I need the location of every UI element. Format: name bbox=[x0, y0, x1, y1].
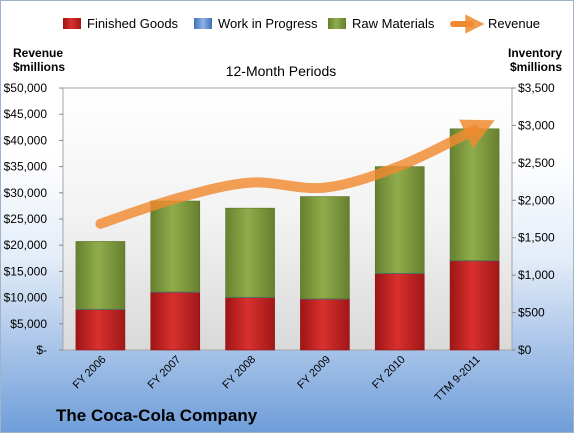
legend-label-work-in-progress: Work in Progress bbox=[218, 16, 318, 31]
legend: Finished Goods Work in Progress Raw Mate… bbox=[63, 16, 540, 31]
legend-swatch-raw-materials bbox=[328, 18, 346, 29]
right-tick-label: $3,000 bbox=[518, 118, 555, 132]
bar-raw-materials bbox=[450, 129, 499, 261]
bar-raw-materials bbox=[226, 208, 275, 297]
left-tick-label: $- bbox=[36, 343, 47, 357]
plot-area bbox=[63, 88, 512, 350]
left-tick-label: $25,000 bbox=[4, 212, 48, 226]
left-tick-label: $30,000 bbox=[4, 186, 48, 200]
legend-label-revenue: Revenue bbox=[488, 16, 540, 31]
left-axis-ticks: $- $5,000 $10,000 $15,000 $20,000 $25,000 $30,… bbox=[4, 81, 63, 357]
legend-label-raw-materials: Raw Materials bbox=[352, 16, 435, 31]
bar-finished-goods bbox=[375, 274, 424, 350]
left-tick-label: $45,000 bbox=[4, 107, 48, 121]
bar-raw-materials bbox=[375, 167, 424, 274]
bar-finished-goods bbox=[300, 299, 349, 350]
bar-raw-materials bbox=[300, 197, 349, 299]
chart-title: 12-Month Periods bbox=[226, 63, 337, 79]
bar-finished-goods bbox=[450, 261, 499, 350]
right-axis-title-line2: $millions bbox=[510, 60, 562, 74]
bar-raw-materials bbox=[76, 241, 125, 309]
right-axis-title-line1: Inventory bbox=[508, 46, 562, 60]
right-tick-label: $1,500 bbox=[518, 231, 555, 245]
left-tick-label: $20,000 bbox=[4, 238, 48, 252]
bar-finished-goods bbox=[76, 310, 125, 350]
x-tick-label: FY 2006 bbox=[71, 354, 109, 392]
bar-raw-materials bbox=[151, 201, 200, 292]
right-tick-label: $2,500 bbox=[518, 156, 555, 170]
legend-swatch-finished-goods bbox=[63, 18, 81, 29]
x-tick-label: FY 2010 bbox=[370, 354, 408, 392]
left-axis-title-line1: Revenue bbox=[13, 46, 63, 60]
left-tick-label: $40,000 bbox=[4, 133, 48, 147]
x-tick-label: TTM 9-2011 bbox=[432, 354, 482, 404]
bar-finished-goods bbox=[226, 298, 275, 350]
left-tick-label: $10,000 bbox=[4, 291, 48, 305]
right-tick-label: $500 bbox=[518, 306, 545, 320]
x-tick-label: FY 2009 bbox=[295, 354, 333, 392]
x-axis-labels: FY 2006 FY 2007 FY 2008 FY 2009 FY 2010 TTM 9… bbox=[71, 354, 483, 404]
x-tick-label: FY 2007 bbox=[146, 354, 184, 392]
bar-finished-goods bbox=[151, 292, 200, 350]
legend-swatch-work-in-progress bbox=[194, 18, 212, 29]
left-tick-label: $50,000 bbox=[4, 81, 48, 95]
left-tick-label: $35,000 bbox=[4, 160, 48, 174]
right-tick-label: $2,000 bbox=[518, 193, 555, 207]
right-axis-ticks: $0 $500 $1,000 $1,500 $2,000 $2,500 $3,000 $3,5… bbox=[512, 81, 555, 357]
right-tick-label: $0 bbox=[518, 343, 532, 357]
right-tick-label: $1,000 bbox=[518, 268, 555, 282]
company-label: The Coca-Cola Company bbox=[56, 406, 258, 425]
left-tick-label: $5,000 bbox=[10, 317, 47, 331]
left-tick-label: $15,000 bbox=[4, 264, 48, 278]
left-axis-title-line2: $millions bbox=[13, 60, 65, 74]
right-tick-label: $3,500 bbox=[518, 81, 555, 95]
legend-label-finished-goods: Finished Goods bbox=[87, 16, 179, 31]
x-tick-label: FY 2008 bbox=[220, 354, 258, 392]
